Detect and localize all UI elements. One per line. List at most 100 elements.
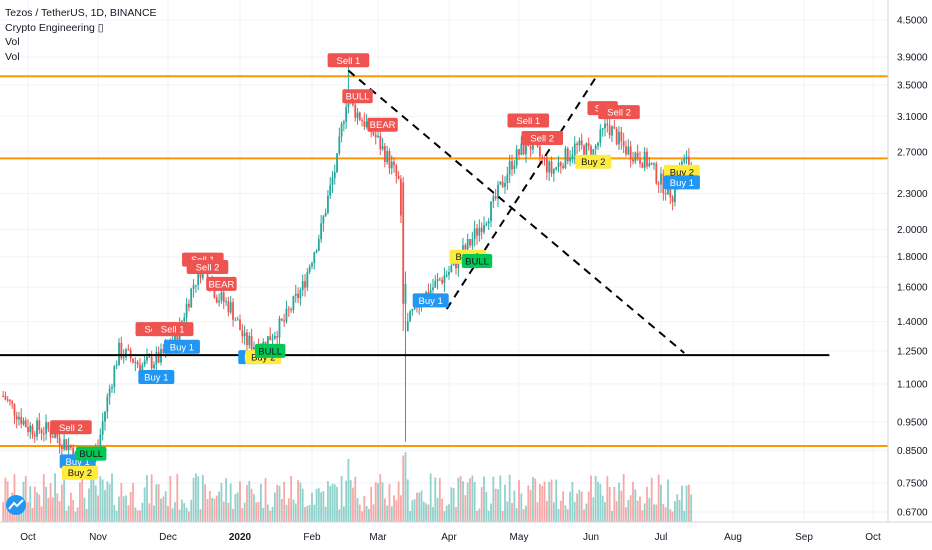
- volume-bar: [201, 474, 204, 522]
- candle-body: [143, 360, 146, 366]
- signal-badge-label: Sell 1: [161, 325, 185, 336]
- candle-body: [671, 196, 674, 202]
- candle-body: [122, 357, 125, 359]
- candle-body: [434, 281, 437, 288]
- indicator-name[interactable]: Crypto Engineering ▯: [5, 21, 104, 34]
- candle-body: [601, 128, 604, 130]
- volume-bar: [676, 494, 679, 522]
- volume-bar: [599, 483, 602, 522]
- volume-bar: [322, 491, 325, 522]
- volume-bar: [597, 481, 599, 522]
- price-tick-label: 1.2500: [897, 346, 928, 357]
- price-tick-label: 3.5000: [897, 80, 928, 91]
- volume-bar: [47, 497, 50, 522]
- candlesticks[interactable]: [2, 53, 693, 477]
- volume-bar: [342, 506, 345, 522]
- candle-body: [148, 356, 151, 358]
- candle-body: [363, 120, 366, 127]
- volume-bar: [83, 497, 86, 522]
- chart-grid: [0, 0, 888, 522]
- candle-body: [550, 161, 553, 174]
- volume-bar: [413, 499, 416, 522]
- time-tick-label: Aug: [724, 532, 742, 543]
- candle-body: [390, 161, 393, 169]
- candle-body: [347, 103, 350, 108]
- volume-bar: [541, 486, 544, 522]
- candle-body: [606, 123, 609, 126]
- volume-bar: [464, 495, 467, 522]
- volume-bar: [592, 497, 595, 522]
- candle-body: [478, 227, 481, 236]
- candle-body: [308, 266, 311, 273]
- signal-badge-buy: [663, 175, 700, 190]
- volume-bar: [24, 475, 27, 522]
- volume-bar: [227, 502, 230, 522]
- candle-body: [106, 396, 109, 412]
- candle-body: [248, 335, 251, 346]
- volume-bar: [578, 489, 581, 522]
- volume-bar: [381, 482, 384, 522]
- candle-body: [58, 437, 61, 446]
- candle-body: [65, 439, 68, 450]
- time-axis[interactable]: Oct Nov Dec 2020 Feb Mar Apr May Jun Jul Aug Sep Oct: [0, 521, 932, 543]
- candle-body: [445, 275, 448, 277]
- candle-body: [280, 318, 283, 321]
- volume-bar: [213, 498, 216, 522]
- volume-bar: [601, 495, 604, 522]
- volume-bar: [562, 491, 565, 522]
- candle-body: [594, 145, 597, 149]
- signal-badge-label: BEAR: [370, 120, 396, 131]
- candle-body: [448, 271, 450, 276]
- candle-body: [393, 161, 395, 166]
- price-axis[interactable]: 4.5000 3.9000 3.5000 3.1000 2.7000 2.3000 2.00…: [887, 0, 932, 550]
- volume-bar: [501, 510, 504, 522]
- volume-bar: [674, 501, 676, 522]
- volume-bar: [287, 498, 290, 522]
- price-tick-label: 1.4000: [897, 317, 928, 328]
- volume-bar: [636, 500, 639, 522]
- volume-bar: [594, 475, 597, 522]
- signal-badge-sell: [50, 420, 92, 435]
- candle-body: [506, 174, 509, 184]
- time-tick-label: Oct: [865, 532, 881, 543]
- candle-body: [490, 201, 492, 221]
- signal-badge-buy: [163, 339, 200, 354]
- candle-body: [324, 212, 327, 217]
- volume-bar: [104, 490, 106, 522]
- symbol-title[interactable]: Tezos / TetherUS, 1D, BINANCE: [5, 7, 157, 19]
- candle-body: [559, 162, 562, 166]
- candle-body: [60, 445, 63, 450]
- tradingview-logo-icon[interactable]: [6, 495, 26, 515]
- volume-bar: [308, 505, 311, 522]
- volume-bar: [74, 511, 77, 522]
- time-tick-label: Feb: [303, 532, 321, 543]
- price-tick-label: 2.7000: [897, 147, 928, 158]
- candle-body: [629, 146, 632, 160]
- candle-body: [552, 169, 555, 174]
- candle-body: [54, 433, 56, 438]
- volume-label-2[interactable]: Vol: [5, 50, 20, 63]
- volume-bar: [504, 484, 506, 522]
- signal-badge-buy2: [575, 154, 612, 169]
- trend-lines[interactable]: [0, 69, 830, 357]
- volume-bar: [118, 496, 120, 522]
- price-tick-label: 3.9000: [897, 52, 928, 63]
- volume-bar: [632, 481, 634, 522]
- volume-bar: [441, 498, 444, 522]
- candle-body: [115, 365, 118, 367]
- signal-badge-label: Sell 1: [337, 56, 361, 67]
- volume-bar: [197, 476, 200, 522]
- signal-badge-sell: [507, 113, 550, 128]
- candle-body: [660, 173, 662, 185]
- candle-body: [622, 141, 625, 147]
- volume-bar: [60, 484, 63, 522]
- candle-body: [674, 183, 676, 202]
- volume-label-1[interactable]: Vol: [5, 36, 20, 48]
- candle-body: [646, 151, 648, 167]
- candle-body: [301, 281, 304, 291]
- candle-body: [227, 301, 230, 313]
- candle-body: [206, 267, 209, 283]
- candle-body: [381, 146, 384, 150]
- candle-body: [134, 362, 137, 364]
